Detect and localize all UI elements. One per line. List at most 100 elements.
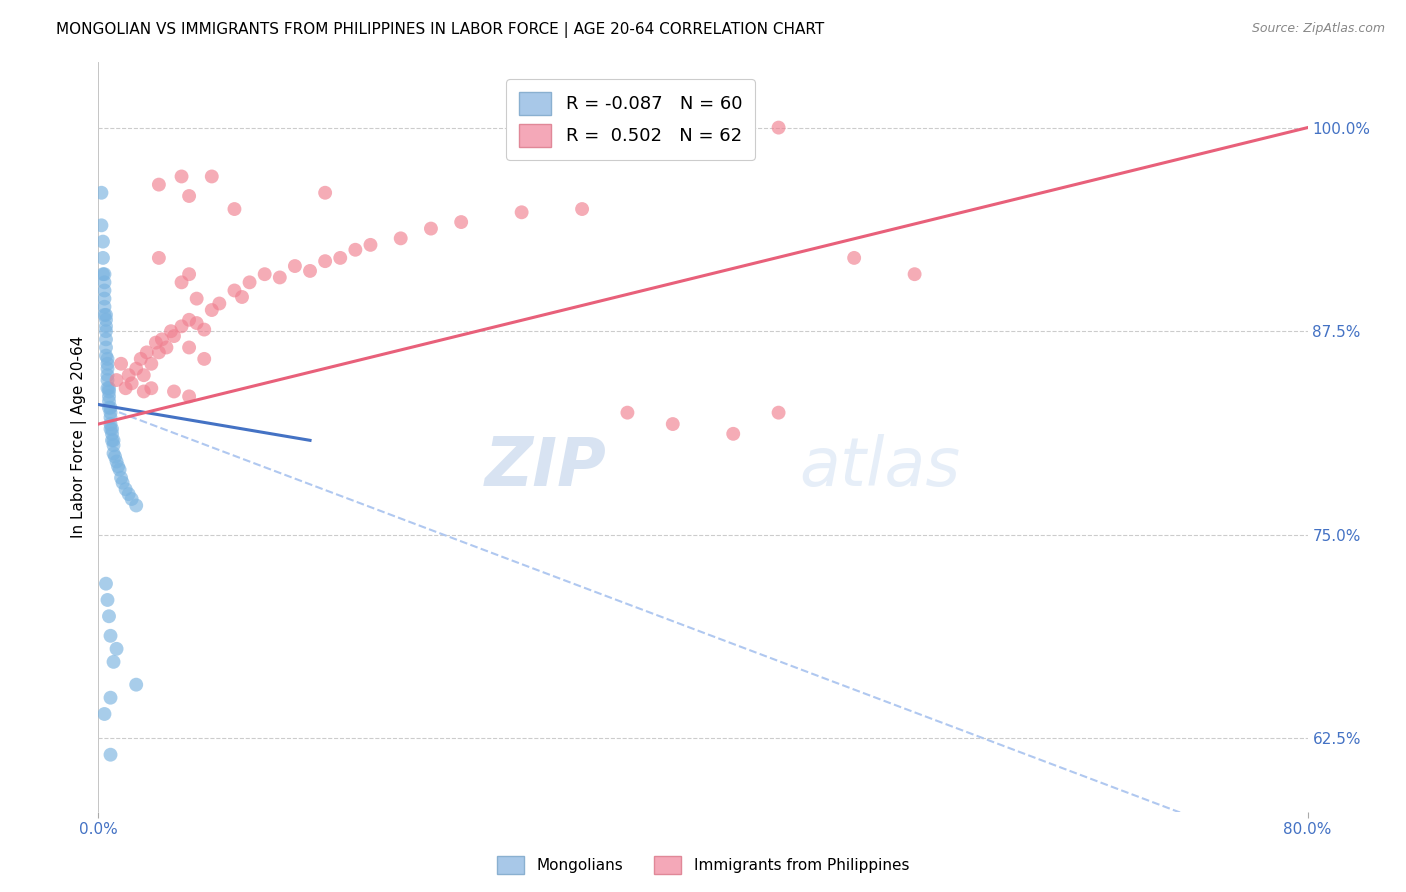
Point <box>661 120 683 135</box>
Point <box>93 292 115 306</box>
Point <box>329 251 352 265</box>
Point <box>132 368 155 383</box>
Point <box>96 368 118 383</box>
Point <box>284 259 307 273</box>
Point <box>163 384 186 399</box>
Point <box>96 373 118 387</box>
Point <box>94 349 117 363</box>
Point <box>420 221 443 235</box>
Point <box>103 655 125 669</box>
Point <box>101 422 124 436</box>
Point <box>91 235 114 249</box>
Point <box>96 361 118 376</box>
Point <box>125 678 148 692</box>
Point <box>239 276 262 290</box>
Point <box>118 487 141 501</box>
Point <box>450 215 472 229</box>
Point <box>314 254 336 268</box>
Point <box>105 641 128 656</box>
Point <box>98 401 121 415</box>
Point <box>314 186 336 200</box>
Point <box>163 329 186 343</box>
Text: atlas: atlas <box>800 434 960 500</box>
Point <box>100 401 122 415</box>
Point <box>103 434 125 448</box>
Point <box>100 422 122 436</box>
Text: MONGOLIAN VS IMMIGRANTS FROM PHILIPPINES IN LABOR FORCE | AGE 20-64 CORRELATION : MONGOLIAN VS IMMIGRANTS FROM PHILIPPINES… <box>56 22 824 38</box>
Point <box>125 361 148 376</box>
Point <box>155 341 177 355</box>
Point <box>94 313 117 327</box>
Point <box>768 120 790 135</box>
Point <box>93 276 115 290</box>
Point <box>132 384 155 399</box>
Point <box>186 316 208 330</box>
Point <box>129 351 152 366</box>
Point <box>231 290 253 304</box>
Point <box>148 178 170 192</box>
Point <box>114 482 136 496</box>
Point <box>111 475 134 490</box>
Point <box>179 389 201 403</box>
Point <box>101 426 124 441</box>
Point <box>94 308 117 322</box>
Point <box>93 267 115 281</box>
Point <box>170 276 193 290</box>
Point <box>141 381 163 395</box>
Point <box>91 251 114 265</box>
Point <box>103 446 125 460</box>
Point <box>179 313 201 327</box>
Point <box>98 389 121 403</box>
Point <box>571 202 593 216</box>
Point <box>91 267 114 281</box>
Point <box>93 300 115 314</box>
Point <box>94 319 117 334</box>
Point <box>93 706 115 721</box>
Point <box>110 357 132 371</box>
Point <box>94 341 117 355</box>
Point <box>100 747 122 762</box>
Text: Source: ZipAtlas.com: Source: ZipAtlas.com <box>1251 22 1385 36</box>
Point <box>269 270 291 285</box>
Point <box>510 205 533 219</box>
Point <box>104 450 127 464</box>
Point <box>98 381 121 395</box>
Point <box>107 459 129 474</box>
Point <box>96 593 118 607</box>
Point <box>661 417 683 431</box>
Text: ZIP: ZIP <box>485 434 606 500</box>
Point <box>100 406 122 420</box>
Point <box>179 189 201 203</box>
Point <box>100 417 122 431</box>
Point <box>201 303 224 318</box>
Point <box>360 238 382 252</box>
Point <box>125 499 148 513</box>
Point <box>101 434 124 448</box>
Point <box>170 169 193 184</box>
Point <box>100 629 122 643</box>
Point <box>96 357 118 371</box>
Point <box>723 426 745 441</box>
Point <box>108 463 131 477</box>
Point <box>160 324 183 338</box>
Point <box>193 322 215 336</box>
Point <box>94 332 117 346</box>
Legend: R = -0.087   N = 60, R =  0.502   N = 62: R = -0.087 N = 60, R = 0.502 N = 62 <box>506 79 755 160</box>
Point <box>135 345 157 359</box>
Point <box>141 357 163 371</box>
Point <box>121 376 143 391</box>
Point <box>121 491 143 506</box>
Point <box>148 345 170 359</box>
Point <box>98 609 121 624</box>
Point <box>344 243 367 257</box>
Point <box>110 471 132 485</box>
Point <box>98 384 121 399</box>
Point <box>299 264 322 278</box>
Point <box>105 373 128 387</box>
Point <box>904 267 927 281</box>
Point <box>170 319 193 334</box>
Point <box>93 284 115 298</box>
Point <box>145 335 167 350</box>
Point <box>193 351 215 366</box>
Point <box>148 251 170 265</box>
